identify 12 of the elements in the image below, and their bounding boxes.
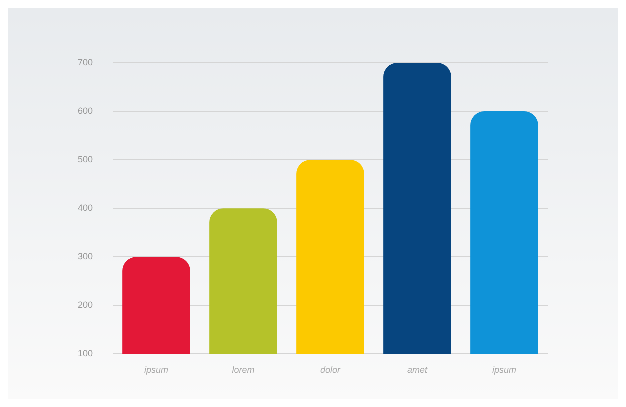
- y-tick-label: 500: [78, 154, 94, 165]
- y-tick-label: 600: [78, 106, 94, 116]
- x-tick-label: ipsum: [492, 365, 518, 376]
- x-tick-label: amet: [407, 365, 428, 376]
- x-tick-label: ipsum: [144, 365, 170, 376]
- y-tick-label: 400: [78, 203, 94, 214]
- y-tick-label: 300: [78, 252, 94, 262]
- y-tick-label: 700: [78, 57, 94, 68]
- x-tick-label: lorem: [232, 365, 256, 376]
- y-tick-label: 100: [78, 348, 94, 359]
- x-tick-label: dolor: [320, 365, 342, 376]
- y-tick-label: 200: [78, 300, 94, 310]
